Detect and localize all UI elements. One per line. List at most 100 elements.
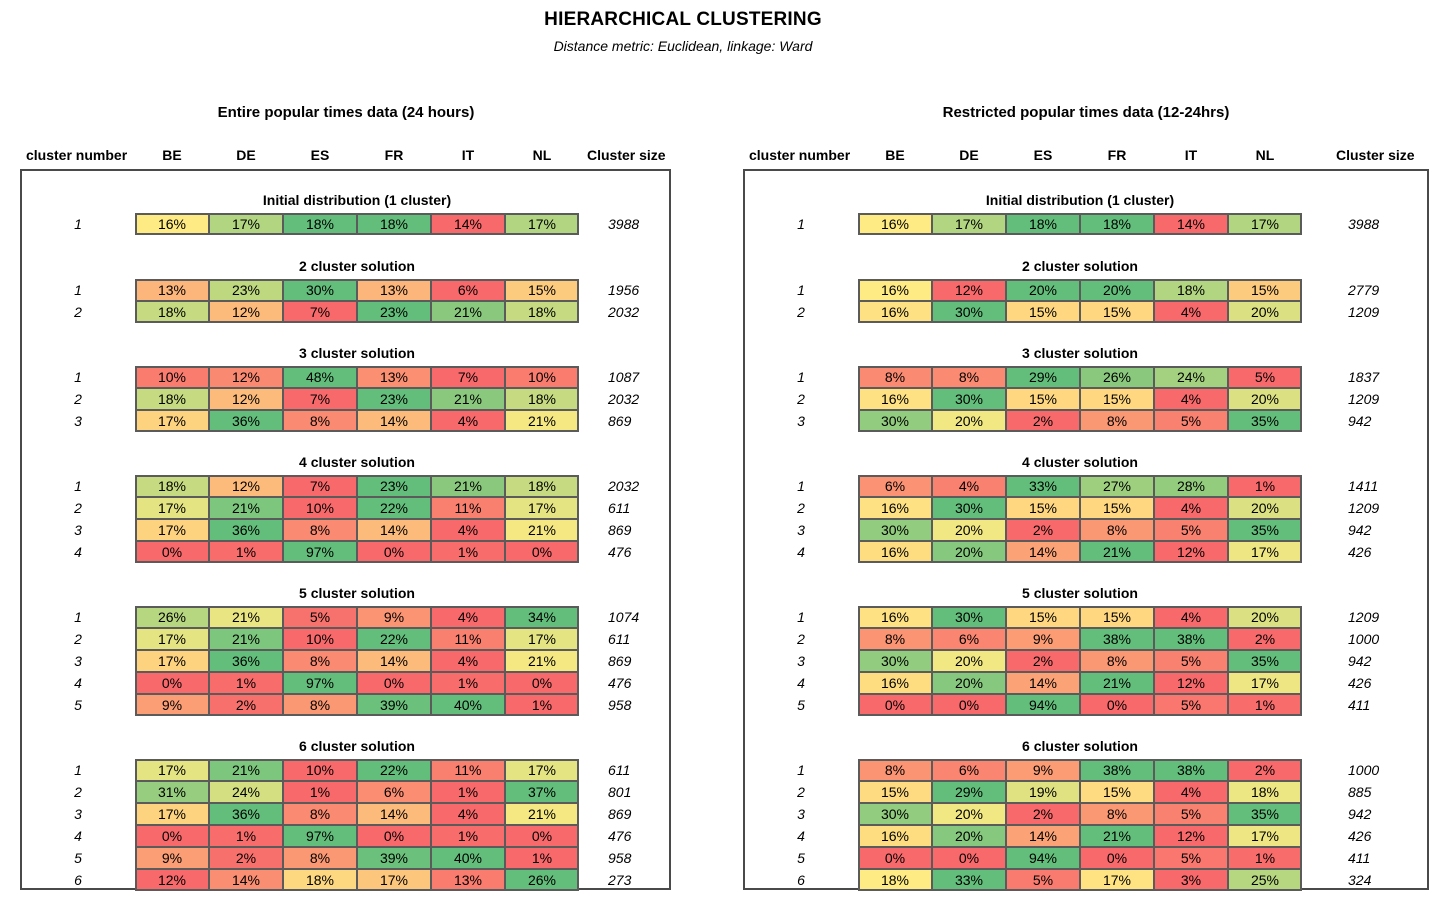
data-cell: 0% [505,825,579,847]
data-cell: 30% [932,388,1006,410]
data-cell: 17% [209,213,283,235]
cluster-size: 411 [1348,697,1371,713]
data-cell: 16% [858,301,932,323]
data-cell: 20% [1228,388,1302,410]
data-cell: 0% [505,672,579,694]
data-cell: 15% [1080,301,1154,323]
data-cell: 12% [209,388,283,410]
data-cell: 21% [505,650,579,672]
column-header: NL [532,147,552,163]
data-cell: 17% [1228,672,1302,694]
data-cell: 15% [1006,388,1080,410]
cluster-number: 1 [74,478,82,494]
data-cell: 21% [431,301,505,323]
data-cell: 5% [1154,803,1228,825]
cluster-number: 2 [74,304,82,320]
data-cell: 33% [932,869,1006,891]
cluster-size: 869 [608,806,632,822]
data-cell: 39% [357,847,431,869]
cluster-size: 869 [608,413,632,429]
cluster-size: 476 [608,544,632,560]
data-cell: 97% [283,672,357,694]
column-header: FR [1107,147,1127,163]
data-cell: 2% [1228,628,1302,650]
data-cell: 4% [431,410,505,432]
data-cell: 18% [505,475,579,497]
data-cell: 10% [135,366,209,388]
data-cell: 20% [932,825,1006,847]
data-cell: 5% [1154,410,1228,432]
cluster-size: 958 [608,850,632,866]
data-cell: 15% [1228,279,1302,301]
data-cell: 12% [1154,541,1228,563]
data-cell: 17% [1228,213,1302,235]
data-cell: 4% [1154,388,1228,410]
data-cell: 7% [283,388,357,410]
data-cell: 20% [1228,497,1302,519]
page-title: HIERARCHICAL CLUSTERING [544,9,822,30]
cluster-size: 1956 [608,282,640,298]
column-header: IT [1184,147,1198,163]
cluster-size: 1087 [608,369,640,385]
data-cell: 18% [505,301,579,323]
data-cell: 15% [505,279,579,301]
cluster-size: 869 [608,522,632,538]
data-cell: 24% [1154,366,1228,388]
data-cell: 17% [357,869,431,891]
data-cell: 10% [283,628,357,650]
data-cell: 21% [209,497,283,519]
data-cell: 36% [209,650,283,672]
data-cell: 7% [283,301,357,323]
data-cell: 1% [431,541,505,563]
data-cell: 17% [505,213,579,235]
data-cell: 15% [1080,781,1154,803]
data-cell: 34% [505,606,579,628]
data-cell: 17% [932,213,1006,235]
data-cell: 9% [357,606,431,628]
data-cell: 21% [209,759,283,781]
data-cell: 11% [431,497,505,519]
column-header: ES [1033,147,1053,163]
data-cell: 8% [283,847,357,869]
data-cell: 4% [1154,497,1228,519]
data-cell: 21% [505,519,579,541]
cluster-size: 869 [608,653,632,669]
data-cell: 22% [357,497,431,519]
data-cell: 8% [858,366,932,388]
data-cell: 35% [1228,519,1302,541]
column-header: ES [310,147,330,163]
group-title: 5 cluster solution [299,585,415,601]
data-cell: 11% [431,759,505,781]
data-cell: 9% [1006,628,1080,650]
data-cell: 1% [505,694,579,716]
data-cell: 14% [357,650,431,672]
data-cell: 21% [1080,825,1154,847]
cluster-size: 1209 [1348,304,1380,320]
data-cell: 18% [1006,213,1080,235]
column-header: IT [461,147,475,163]
cluster-size: 476 [608,828,632,844]
data-cell: 2% [1006,410,1080,432]
cluster-number: 2 [74,391,82,407]
cluster-size: 1411 [1348,478,1379,494]
data-cell: 4% [431,606,505,628]
data-cell: 21% [431,388,505,410]
data-cell: 38% [1154,759,1228,781]
cluster-number: 1 [74,369,82,385]
data-cell: 8% [1080,519,1154,541]
data-cell: 13% [357,279,431,301]
cluster-size: 942 [1348,522,1372,538]
cluster-size: 1837 [1348,369,1380,385]
cluster-size: 958 [608,697,632,713]
data-cell: 22% [357,628,431,650]
data-cell: 5% [1154,650,1228,672]
data-cell: 30% [283,279,357,301]
cluster-size: 611 [608,500,631,516]
data-cell: 8% [932,366,1006,388]
cluster-number: 5 [74,697,82,713]
data-cell: 14% [209,869,283,891]
data-cell: 38% [1080,759,1154,781]
data-cell: 6% [858,475,932,497]
data-cell: 17% [135,803,209,825]
data-cell: 1% [283,781,357,803]
